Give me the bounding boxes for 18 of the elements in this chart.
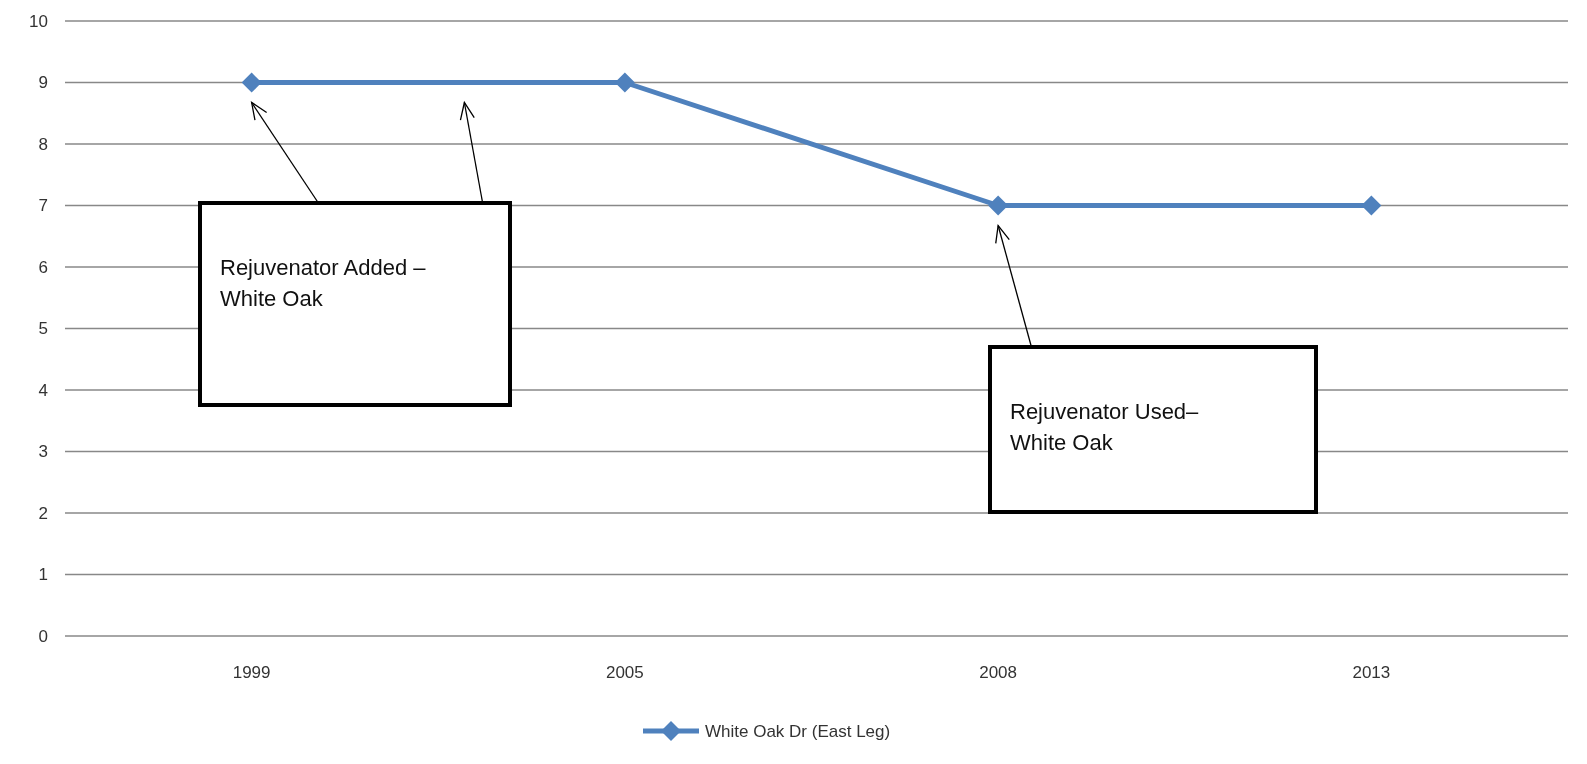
y-tick-label: 5 [38,319,48,339]
y-tick-label: 1 [38,565,48,585]
annotation: Rejuvenator Added – White Oak [220,255,427,311]
y-tick-label: 2 [38,503,48,523]
y-tick-label: 7 [38,196,48,216]
y-tick-label: 9 [38,73,48,93]
y-tick-label: 8 [38,134,48,154]
x-tick-label: 1999 [232,663,271,682]
y-tick-label: 3 [38,442,48,462]
y-tick-label: 4 [38,380,48,400]
y-tick-label: 6 [38,257,48,277]
x-tick-label: 2013 [1352,663,1391,682]
x-tick-label: 2008 [979,663,1018,682]
legend-label: White Oak Dr (East Leg) [705,721,891,741]
annotation: Rejuvenator Used– White Oak [1010,399,1200,455]
x-tick-label: 2005 [605,663,644,682]
y-tick-label: 10 [29,11,48,31]
y-tick-label: 0 [38,626,48,646]
